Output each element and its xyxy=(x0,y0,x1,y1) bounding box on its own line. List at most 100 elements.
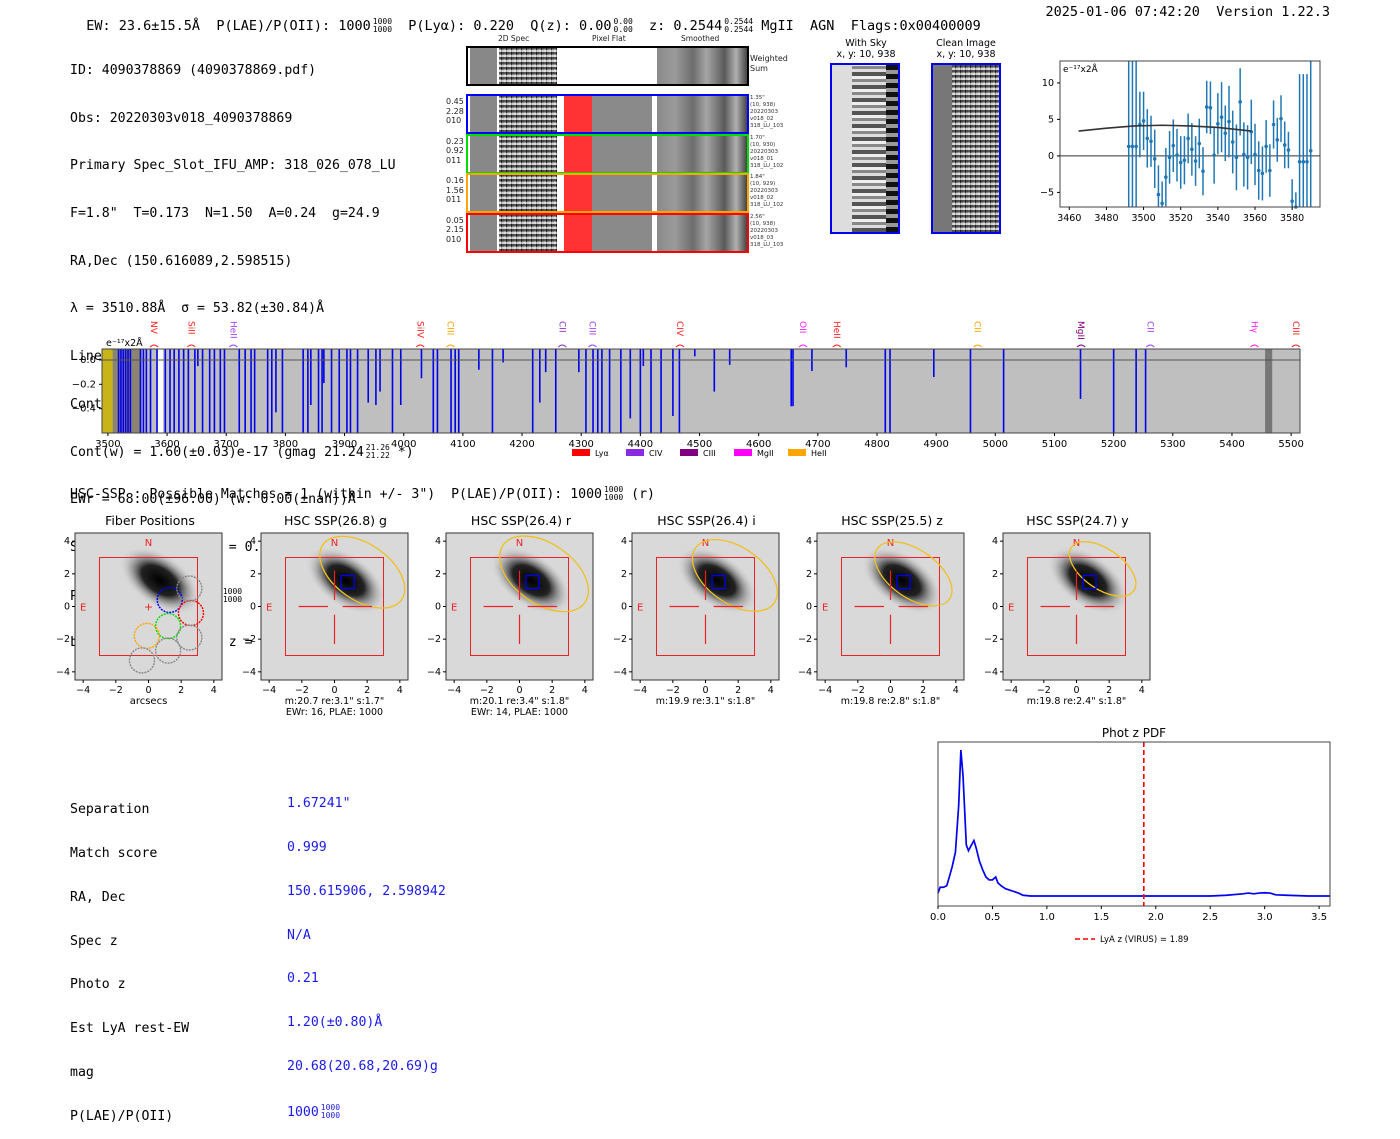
x-tick-label: 0.5 xyxy=(984,912,1000,923)
fiber-circle xyxy=(154,637,182,664)
cutouts-panel: 2D Spec Pixel Flat Smoothed Weighted Sum… xyxy=(440,30,800,255)
x-tick-label: 3480 xyxy=(1094,213,1118,224)
x-tick-label: −4 xyxy=(818,685,832,696)
spectrum-background xyxy=(102,349,1300,433)
timestamp: 2025-01-06 07:42:20 xyxy=(1045,4,1200,20)
line-marker-label: CII xyxy=(972,321,982,333)
data-point xyxy=(1268,168,1272,173)
legend-swatch xyxy=(626,449,644,456)
y-tick-label: 0.0 xyxy=(80,355,96,366)
x-tick-label: 4000 xyxy=(391,439,416,450)
line-marker-brace xyxy=(557,344,567,348)
x-tick-label: 4 xyxy=(211,685,217,696)
value-mag: 20.68(20.68,20.69)g xyxy=(287,1058,438,1074)
x-tick-label: 5400 xyxy=(1219,439,1244,450)
cutout-pixel-flat xyxy=(592,135,652,172)
y-tick-label: −4 xyxy=(427,667,441,678)
y-tick-label: −4 xyxy=(798,667,812,678)
data-point xyxy=(1260,171,1265,176)
data-point xyxy=(1301,159,1306,164)
galaxy-image xyxy=(119,546,201,615)
cutout-smoothed xyxy=(657,175,747,211)
aperture-ellipse xyxy=(1068,541,1136,597)
y-tick-label: −2 xyxy=(612,634,626,645)
cutout-smoothed xyxy=(657,96,747,132)
data-point xyxy=(1130,144,1135,149)
hsc-stamp: N E +4 2 0 −2 −4 −4 −2 0 2 4 arcsecs xyxy=(56,532,223,707)
aperture-ellipse xyxy=(874,541,953,607)
x-tick-label: 0.0 xyxy=(930,912,946,923)
gap-region xyxy=(157,349,163,433)
data-point xyxy=(1282,143,1287,147)
data-point xyxy=(1308,148,1313,153)
cutout-2d-spec xyxy=(499,214,557,251)
cutout-2d-spec xyxy=(499,96,557,132)
value-separation: 1.67241" xyxy=(287,796,351,812)
line-marker-label: CIII xyxy=(444,321,454,335)
line-marker-brace xyxy=(1076,344,1086,348)
y-tick-label: 0 xyxy=(64,602,70,613)
value-spec-z: N/A xyxy=(287,927,311,943)
compass-east: E xyxy=(451,603,457,614)
stamp-caption: m:19.9 re:3.1" s:1.8" xyxy=(655,696,755,707)
compass-east: E xyxy=(637,603,643,614)
stamp-caption: m:19.8 re:2.4" s:1.8" xyxy=(1026,696,1126,707)
data-point xyxy=(1223,131,1228,136)
label-separation: Separation xyxy=(70,802,150,818)
line-marker-label: HeII xyxy=(831,321,841,339)
stamp-title: HSC SSP(26.4) r xyxy=(470,513,572,528)
line-marker-brace xyxy=(973,344,982,348)
compass-north: N xyxy=(330,538,337,549)
data-point xyxy=(1126,144,1131,149)
x-tick-label: 2 xyxy=(178,685,184,696)
x-tick-label: 3500 xyxy=(95,439,120,450)
legend-label: LyA z (VIRUS) = 1.89 xyxy=(1100,935,1189,945)
summary-header: EW: 23.6±15.5Å P(LAE)/P(OII): 1000 1000 10… xyxy=(86,17,981,35)
weighted-sum-cutout xyxy=(466,46,749,86)
line-marker-label: Hγ xyxy=(1248,321,1258,334)
line-marker-brace xyxy=(1145,344,1155,348)
x-tick-label: 3560 xyxy=(1243,213,1267,224)
pdf-curve xyxy=(937,749,1330,897)
stamp-x-label: arcsecs xyxy=(130,696,168,707)
x-tick-label: 0 xyxy=(516,685,522,696)
aperture-box xyxy=(99,557,198,656)
x-tick-label: 2 xyxy=(920,685,926,696)
x-tick-label: −2 xyxy=(480,685,494,696)
x-tick-label: 0 xyxy=(1073,685,1079,696)
data-point xyxy=(1208,105,1213,110)
x-tick-label: 4700 xyxy=(805,439,830,450)
x-tick-label: 2 xyxy=(735,685,741,696)
data-point xyxy=(1275,138,1280,142)
y-axis-label: e⁻¹⁷x2Å xyxy=(106,337,143,349)
data-point xyxy=(1164,175,1168,179)
x-tick-label: 5100 xyxy=(1042,439,1067,450)
y-tick-label: −2 xyxy=(241,634,255,645)
y-tick-label: 2 xyxy=(991,569,997,580)
timestamp-version: 2025-01-06 07:42:20 Version 1.22.3 xyxy=(1046,4,1331,20)
info-cont-w: Cont(w) = 1.60(±0.03)e-17 (gmag 21.24 21.… xyxy=(70,443,414,461)
data-point xyxy=(1167,155,1172,160)
data-point xyxy=(1256,168,1261,173)
center-marker: + xyxy=(144,601,153,614)
x-tick-label: −2 xyxy=(1036,685,1050,696)
x-tick-label: 3.0 xyxy=(1257,912,1273,923)
line-marker-brace xyxy=(1250,344,1259,348)
plae-header: P(LAE)/P(OII): 1000 xyxy=(216,18,371,34)
y-tick-label: −0.4 xyxy=(72,404,96,415)
x-tick-label: 1.5 xyxy=(1093,912,1109,923)
cutout-pixel-flat xyxy=(592,175,652,211)
x-tick-label: 3.5 xyxy=(1311,912,1327,923)
line-marker-brace xyxy=(832,344,842,348)
line-marker-label: SiII xyxy=(185,321,195,335)
cutout-smoothed xyxy=(657,214,747,251)
info-id: ID: 4090378869 (4090378869.pdf) xyxy=(70,62,317,78)
x-tick-label: −2 xyxy=(109,685,123,696)
label-plae: P(LAE)/P(OII) xyxy=(70,1108,174,1124)
y-tick-label: −4 xyxy=(56,667,70,678)
cutout-row-right-label: 1.70" (10, 930) 20220303 v018_01 318_LU_… xyxy=(750,134,784,169)
y-tick-label: 2 xyxy=(435,569,441,580)
x-tick-label: 4200 xyxy=(509,439,534,450)
x-tick-label: 4 xyxy=(953,685,959,696)
